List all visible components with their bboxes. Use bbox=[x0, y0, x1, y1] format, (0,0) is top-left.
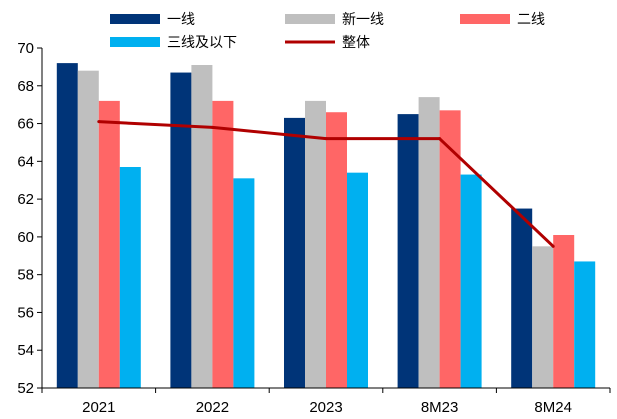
legend-swatch-2 bbox=[460, 14, 510, 24]
y-tick-label: 52 bbox=[17, 380, 34, 397]
x-tick-label: 8M23 bbox=[421, 399, 459, 416]
plot-area bbox=[56, 63, 596, 389]
bar-1-1 bbox=[191, 65, 213, 388]
legend-label-2: 二线 bbox=[517, 12, 545, 28]
bar-1-0 bbox=[77, 70, 99, 389]
y-tick-label: 60 bbox=[17, 229, 34, 246]
legend-swatch-3 bbox=[110, 37, 160, 47]
legend-swatch-0 bbox=[110, 14, 160, 24]
x-tick-label: 2022 bbox=[196, 399, 229, 416]
bar-3-1 bbox=[233, 178, 255, 388]
bar-0-0 bbox=[56, 63, 78, 388]
bar-2-4 bbox=[553, 235, 575, 388]
x-tick-label: 2023 bbox=[309, 399, 342, 416]
bar-2-2 bbox=[326, 112, 347, 388]
y-tick-label: 66 bbox=[17, 116, 34, 133]
bar-1-2 bbox=[305, 100, 326, 388]
bar-2-3 bbox=[439, 110, 461, 388]
y-tick-label: 64 bbox=[17, 153, 34, 170]
line-point-0-4 bbox=[551, 244, 555, 248]
line-point-0-3 bbox=[438, 137, 442, 141]
y-tick-label: 62 bbox=[17, 191, 34, 208]
x-tick-label: 2021 bbox=[82, 399, 115, 416]
line-point-0-1 bbox=[210, 125, 214, 129]
bar-1-4 bbox=[532, 246, 554, 388]
bar-0-3 bbox=[397, 114, 419, 388]
y-tick-label: 56 bbox=[17, 304, 34, 321]
x-axis: 2021 2022 2023 8M23 8M24 bbox=[41, 387, 611, 416]
bar-2-0 bbox=[98, 100, 120, 388]
bar-1-3 bbox=[418, 97, 440, 388]
legend-swatch-1 bbox=[285, 14, 335, 24]
y-tick-label: 58 bbox=[17, 267, 34, 284]
legend-label-3: 三线及以下 bbox=[167, 35, 237, 51]
legend-label-4: 整体 bbox=[342, 35, 370, 51]
legend-label-1: 新一线 bbox=[342, 12, 384, 28]
bar-0-1 bbox=[170, 72, 192, 389]
bar-0-2 bbox=[284, 117, 305, 388]
bar-0-4 bbox=[511, 208, 533, 388]
x-tick-label: 8M24 bbox=[534, 399, 572, 416]
bar-3-2 bbox=[347, 172, 368, 388]
line-point-0-0 bbox=[97, 120, 101, 124]
bar-3-0 bbox=[119, 167, 141, 388]
legend-label-0: 一线 bbox=[167, 12, 195, 28]
y-tick-label: 68 bbox=[17, 78, 34, 95]
line-point-0-2 bbox=[324, 137, 328, 141]
y-tick-label: 70 bbox=[17, 40, 34, 57]
bar-2-1 bbox=[212, 100, 234, 388]
y-axis: 52 54 56 58 60 62 64 66 68 70 bbox=[17, 40, 43, 397]
bar-3-4 bbox=[574, 261, 596, 388]
y-tick-label: 54 bbox=[17, 342, 34, 359]
bar-3-3 bbox=[460, 174, 482, 388]
